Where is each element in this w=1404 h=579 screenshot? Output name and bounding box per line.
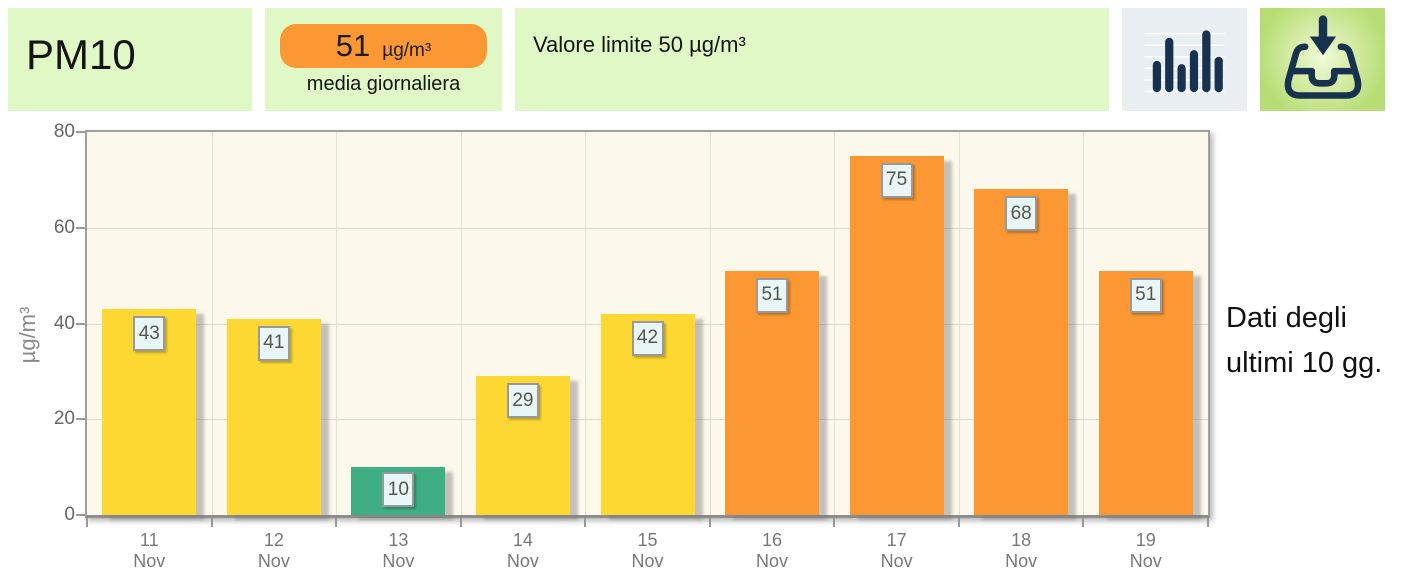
v-gridline [336, 132, 338, 515]
daily-average-unit: µg/m³ [382, 39, 432, 61]
x-axis-label: 18 Nov [1005, 530, 1038, 571]
y-axis-tick [76, 131, 85, 133]
bar-value-label: 41 [257, 325, 290, 361]
pollutant-label: PM10 [26, 30, 136, 78]
plot-area: 43 41 10 29 42 51 75 68 51 [85, 130, 1210, 518]
x-axis-label: 16 Nov [756, 530, 789, 571]
x-axis-tick [335, 518, 338, 527]
y-axis-tick-label: 0 [64, 504, 75, 525]
h-gridline [87, 227, 1208, 229]
bar[interactable]: 41 [226, 318, 321, 515]
x-axis-label: 15 Nov [631, 530, 664, 571]
bar[interactable]: 29 [475, 376, 570, 515]
bar-value-label: 43 [133, 316, 166, 352]
x-axis-tick [1207, 518, 1209, 527]
y-axis-tick-label: 40 [53, 312, 75, 334]
download-inbox-icon [1278, 13, 1368, 106]
bar[interactable]: 42 [600, 313, 695, 515]
limit-label: Valore limite 50 µg/m³ [533, 32, 746, 57]
y-axis-tick-label: 60 [53, 216, 75, 238]
y-axis-tick-label: 20 [53, 408, 75, 430]
y-axis-tick [76, 514, 85, 516]
x-axis-tick [459, 518, 462, 527]
header-bar: PM10 51 µg/m³ media giornaliera Valore l… [8, 8, 1385, 111]
pollutant-panel: PM10 [8, 8, 252, 111]
daily-average-caption: media giornaliera [306, 72, 461, 95]
v-gridline [1083, 132, 1085, 515]
bar[interactable]: 10 [351, 467, 446, 515]
download-button[interactable] [1260, 8, 1385, 111]
bar-value-label: 51 [756, 277, 789, 313]
x-axis-tick [86, 518, 88, 527]
bar-value-label: 51 [1129, 277, 1162, 313]
limit-panel: Valore limite 50 µg/m³ [515, 8, 1109, 111]
chart-section: µg/m³ 43 41 10 29 42 51 75 68 51 Dati degli ulti… [0, 120, 1404, 579]
bar-value-label: 42 [631, 320, 664, 356]
bar[interactable]: 68 [974, 189, 1069, 515]
bar[interactable]: 51 [725, 270, 820, 515]
v-gridline [958, 132, 960, 515]
bar-value-label: 75 [880, 162, 913, 198]
x-axis-tick [708, 518, 711, 527]
y-axis-title: µg/m³ [15, 306, 40, 364]
bar[interactable]: 75 [849, 155, 944, 515]
v-gridline [460, 132, 462, 515]
v-gridline [585, 132, 587, 515]
x-axis-tick [957, 518, 960, 527]
x-axis-label: 11 Nov [133, 530, 166, 571]
y-axis-tick [76, 322, 85, 325]
side-note: Dati degli ultimi 10 gg. [1226, 302, 1383, 379]
y-axis-tick [76, 418, 85, 421]
v-gridline [834, 132, 836, 515]
x-axis-tick [833, 518, 836, 527]
bar-value-label: 68 [1005, 196, 1038, 232]
daily-average-value: 51 [335, 27, 371, 63]
x-axis-tick [584, 518, 587, 527]
x-axis-label: 17 Nov [880, 530, 913, 571]
x-axis-label: 14 Nov [506, 530, 539, 571]
x-axis-tick [1082, 518, 1085, 527]
chart-view-button[interactable] [1122, 8, 1247, 111]
x-axis-label: 19 Nov [1129, 530, 1162, 571]
y-axis-tick [76, 226, 85, 229]
bar-value-label: 10 [382, 472, 415, 508]
daily-average-badge: 51 µg/m³ [280, 23, 487, 68]
bar[interactable]: 51 [1098, 270, 1193, 515]
x-axis-label: 13 Nov [382, 530, 415, 571]
bar-value-label: 29 [506, 383, 539, 419]
x-axis-tick [210, 518, 213, 527]
x-axis-label: 12 Nov [257, 530, 290, 571]
bar[interactable]: 43 [102, 309, 197, 515]
daily-average-panel: 51 µg/m³ media giornaliera [265, 8, 502, 111]
v-gridline [211, 132, 213, 515]
y-axis-tick-label: 80 [53, 121, 75, 142]
bar-chart-icon [1133, 14, 1236, 105]
v-gridline [709, 132, 711, 515]
